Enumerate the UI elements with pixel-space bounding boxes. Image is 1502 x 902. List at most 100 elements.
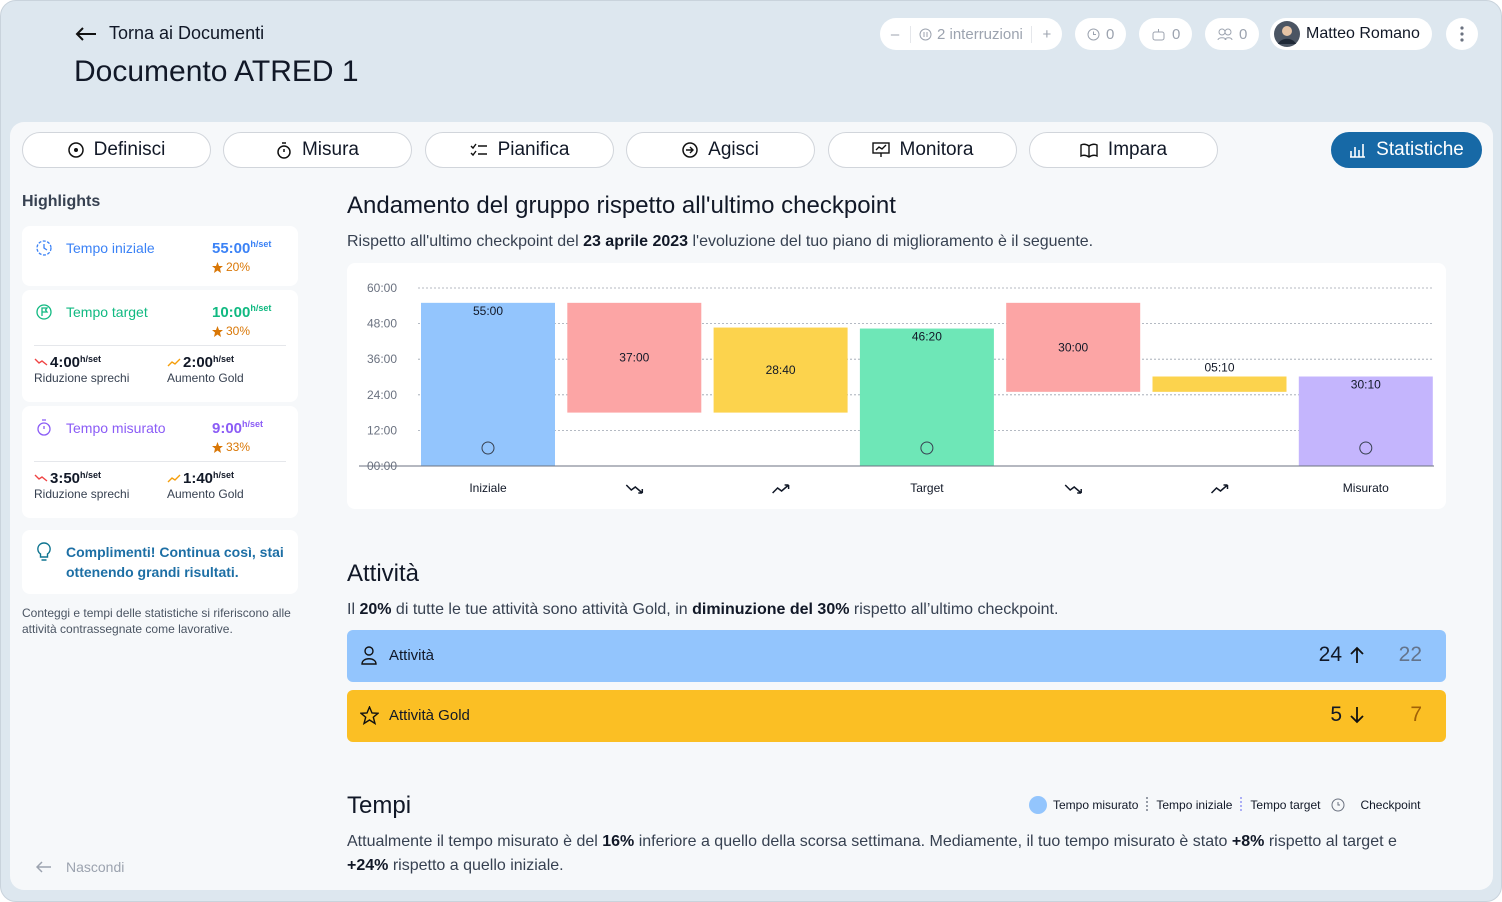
tab-icon [277,141,291,159]
value-label: 30:00 [1058,340,1088,354]
star [212,441,223,453]
y-tick-label: 24:00 [367,388,397,402]
unit: h/set [213,470,235,480]
tab[interactable]: Monitora [828,132,1017,168]
value: 9:00 [212,420,243,437]
highlight: diminuzione del 30% [692,601,850,618]
pct: 30% [226,324,251,338]
star [212,261,223,273]
tab[interactable]: Definisci [22,132,211,168]
row-previous: 7 [1410,703,1422,726]
back-text: Torna ai Documenti [109,23,265,43]
up-arrow [1350,646,1364,663]
bar [567,302,702,413]
y-tick-label: 12:00 [367,423,397,437]
text: Attualmente il tempo misurato è del [347,833,603,850]
tab-label: Misura [301,139,359,160]
tab[interactable]: Pianifica [425,132,614,168]
counter-value: 0 [1106,25,1115,43]
tab-icon [1080,143,1098,158]
detail-label: Riduzione sprechi [34,371,130,385]
interruptions-count: 2 interruzioni [910,25,1032,43]
tab-active[interactable]: Statistiche [1331,132,1482,168]
tab-icon [470,143,487,157]
legend-swatch [1240,797,1242,813]
section-title: Tempi [347,792,412,819]
value: 55:00 [212,240,251,257]
card-value: 10:00h/set [212,303,271,321]
card-value: 55:00h/set [212,239,271,257]
detail-label: Aumento Gold [167,371,244,385]
detail-label: Aumento Gold [167,487,244,501]
star [212,325,223,337]
hide-button[interactable]: Nascondi [36,859,124,875]
card-pct: 20% [212,260,250,274]
down-arrow [1350,707,1364,724]
avatar [1274,21,1300,47]
highlight-card: Tempo target 10:00h/set 30% 4:00h/set Rid… [22,290,298,402]
user[interactable]: Matteo Romano [1270,18,1432,50]
legend-swatch [1029,796,1047,814]
activity-row: Attività Gold 5 7 [347,690,1446,742]
tab-label: Definisci [93,139,166,160]
unit: h/set [213,354,235,364]
card-label: Tempo misurato [66,420,166,436]
counter-value: 0 [1239,25,1248,43]
up-icon [167,474,181,483]
x-tick-label: Iniziale [469,481,507,495]
tab[interactable]: Misura [223,132,412,168]
detail: 3:50h/set Riduzione sprechi [34,470,129,501]
row-label: Attività [389,647,435,664]
tab[interactable]: Impara [1029,132,1218,168]
bar [1298,376,1433,466]
highlights-heading: Highlights [22,193,101,210]
chart-title: Andamento del gruppo rispetto all'ultimo… [347,192,896,219]
value-label: 46:20 [912,330,942,344]
trend-icon [625,484,644,494]
tip-text: Complimenti! Continua così, stai ottenen… [66,544,284,580]
y-tick-label: 36:00 [367,352,397,366]
note: Conteggi e tempi delle statistiche si ri… [22,606,291,636]
highlight-card: Tempo misurato 9:00h/set 33% 3:50h/set Ri… [22,406,298,518]
clock-icon [1087,28,1100,40]
chart-card: 00:00 12:00 24:00 36:00 48:00 60:00 55:00 Inizi… [347,263,1446,509]
tab-icon [682,142,698,158]
detail-value: 2:00 [183,354,214,371]
x-tick-label: Misurato [1343,481,1389,495]
row-label: Attività Gold [389,707,470,724]
legend-swatch [1146,797,1148,813]
menu[interactable] [1446,18,1478,50]
back-icon [75,26,96,41]
interruptions-text: 2 interruzioni [937,25,1023,43]
tab-label: Impara [1107,139,1168,160]
back-link[interactable]: Torna ai Documenti [75,23,264,44]
tab-label: Pianifica [497,139,570,160]
detail-value: 3:50 [50,470,81,487]
tab-icon [871,142,890,157]
card-value: 9:00h/set [212,419,263,437]
divider [34,461,286,462]
highlight: 20% [359,601,392,618]
clock-icon [36,240,52,256]
user-icon [361,646,377,665]
main-panel: Definisci Misura Pianifica Agisci Monito… [10,122,1493,890]
trend-icon [772,484,790,494]
bar [713,327,848,413]
down-icon [34,358,48,366]
activities-text: Il 20% di tutte le tue attività sono att… [347,598,1058,622]
tab-label: Monitora [899,139,974,160]
y-tick-label: 60:00 [367,281,397,295]
tip-card: Complimenti! Continua così, stai ottenen… [22,530,298,594]
user-name: Matteo Romano [1306,25,1420,42]
plus[interactable]: + [1042,25,1052,43]
trend-icon [1064,484,1082,494]
tab-icon [67,142,84,158]
row-previous: 22 [1398,643,1422,666]
minus[interactable]: – [890,25,900,43]
unit: h/set [250,303,272,313]
chart-subtitle: Rispetto all'ultimo checkpoint del 23 ap… [347,230,1093,254]
counter: 0 [1075,18,1127,50]
tab[interactable]: Agisci [626,132,815,168]
bulb-icon [37,542,51,561]
